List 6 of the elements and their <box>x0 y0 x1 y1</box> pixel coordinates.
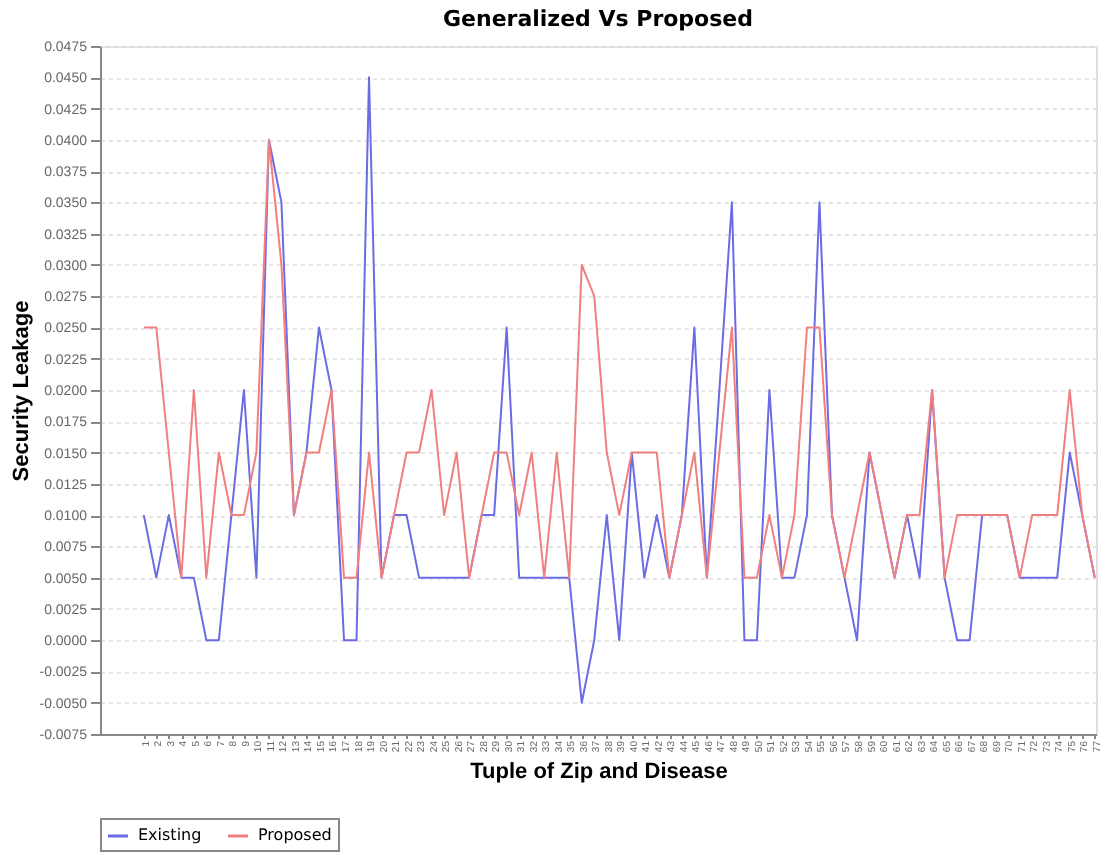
x-axis-title: Tuple of Zip and Disease <box>470 760 728 785</box>
line-series <box>142 138 1096 579</box>
legend-label: Proposed <box>258 826 332 844</box>
legend-label: Existing <box>138 826 202 844</box>
chart-title: Generalized Vs Proposed <box>443 6 753 32</box>
y-axis-title: Security Leakage <box>9 300 34 482</box>
